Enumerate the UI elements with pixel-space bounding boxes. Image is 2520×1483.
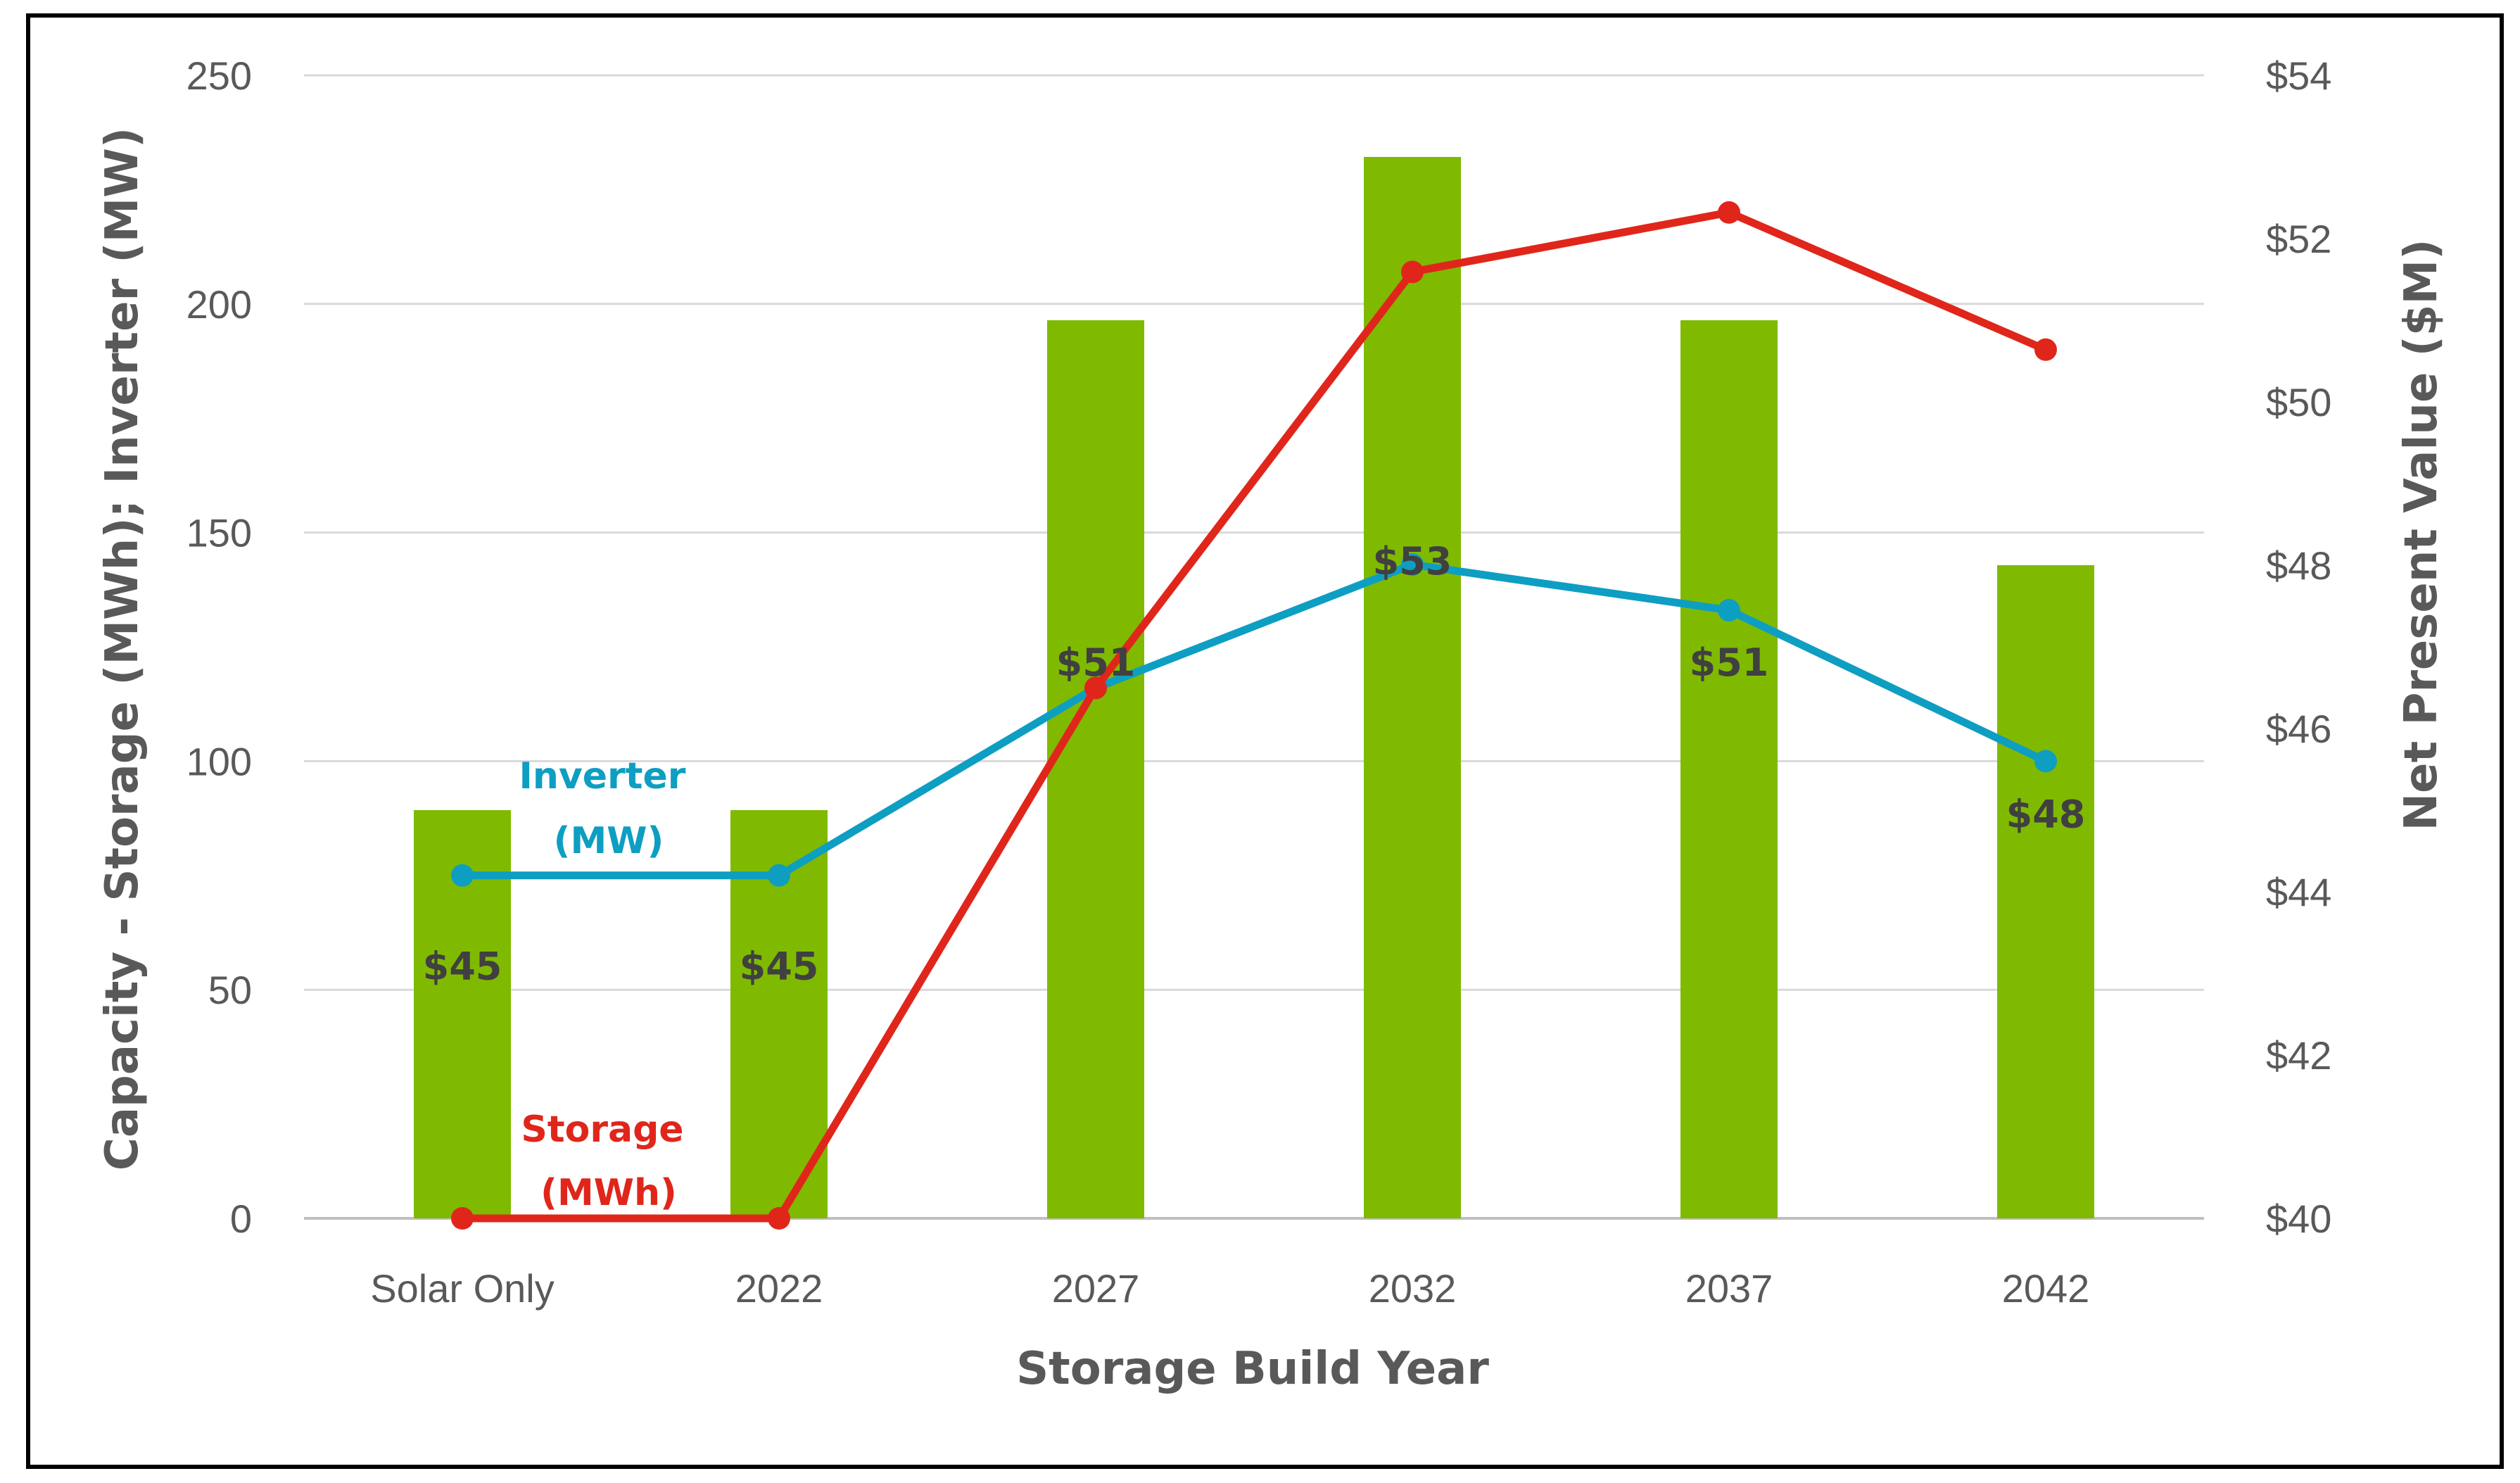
storage-point — [1718, 201, 1740, 224]
storage-point — [2034, 338, 2057, 361]
inverter-point — [1401, 553, 1424, 576]
inverter-point — [1718, 599, 1740, 622]
bar — [1997, 565, 2094, 1218]
storage-point — [768, 1207, 790, 1230]
storage-point — [1401, 260, 1424, 284]
bar-data-label: $51 — [1690, 640, 1769, 685]
storage-series-label: Storage (MWh) — [521, 1109, 696, 1214]
right-tick-label: $48 — [2266, 543, 2331, 588]
bar-data-labels: $45 $45 $51 $53 $51 $48 — [423, 539, 2086, 988]
left-tick-label: 0 — [230, 1197, 252, 1241]
right-tick-label: $54 — [2266, 53, 2331, 98]
series-lines — [451, 201, 2057, 1230]
storage-line — [458, 208, 2050, 1223]
bar — [1047, 320, 1144, 1218]
chart-frame — [26, 13, 2504, 1469]
x-tick-label: 2037 — [1685, 1266, 1773, 1311]
left-tick-label: 100 — [186, 739, 252, 783]
x-tick-label: 2032 — [1369, 1266, 1457, 1311]
inverter-point — [768, 864, 790, 887]
bar — [1680, 320, 1778, 1218]
inverter-series-label: Inverter (MW) — [519, 755, 698, 862]
x-axis-title: Storage Build Year — [1016, 1343, 1489, 1395]
left-tick-label: 150 — [186, 511, 252, 555]
left-tick-label: 50 — [208, 968, 252, 1012]
inverter-line — [458, 560, 2050, 880]
x-tick-label: 2042 — [2002, 1266, 2090, 1311]
left-axis-title: Capacity - Storage (MWh); Inverter (MW) — [96, 127, 148, 1170]
storage-point — [451, 1207, 474, 1230]
right-tick-label: $42 — [2266, 1033, 2331, 1078]
x-tick-label: Solar Only — [370, 1266, 554, 1311]
right-axis-ticks: $40 $42 $44 $46 $48 $50 $52 $54 — [2266, 53, 2331, 1241]
right-axis-title: Net Present Value ($M) — [2395, 239, 2448, 831]
gridlines — [304, 74, 2204, 1220]
left-tick-label: 200 — [186, 282, 252, 327]
storage-point — [1084, 676, 1107, 700]
right-tick-label: $50 — [2266, 380, 2331, 424]
x-tick-label: 2027 — [1052, 1266, 1140, 1311]
right-tick-label: $52 — [2266, 217, 2331, 261]
bar-data-label: $45 — [423, 944, 502, 988]
bar-data-label: $48 — [2006, 793, 2086, 837]
x-tick-label: 2022 — [735, 1266, 823, 1311]
bar-data-label: $53 — [1373, 539, 1452, 583]
left-tick-label: 250 — [186, 53, 252, 98]
right-tick-label: $46 — [2266, 707, 2331, 751]
inverter-point — [2034, 750, 2057, 773]
right-tick-label: $44 — [2266, 870, 2331, 914]
left-axis-ticks: 0 50 100 150 200 250 — [186, 53, 252, 1241]
bar-data-label: $51 — [1056, 640, 1136, 685]
bar — [1364, 157, 1461, 1218]
inverter-point — [451, 864, 474, 887]
bars — [414, 157, 2094, 1218]
right-tick-label: $40 — [2266, 1197, 2331, 1241]
x-axis-ticks: Solar Only 2022 2027 2032 2037 2042 — [370, 1266, 2089, 1311]
bar-data-label: $45 — [740, 944, 819, 988]
